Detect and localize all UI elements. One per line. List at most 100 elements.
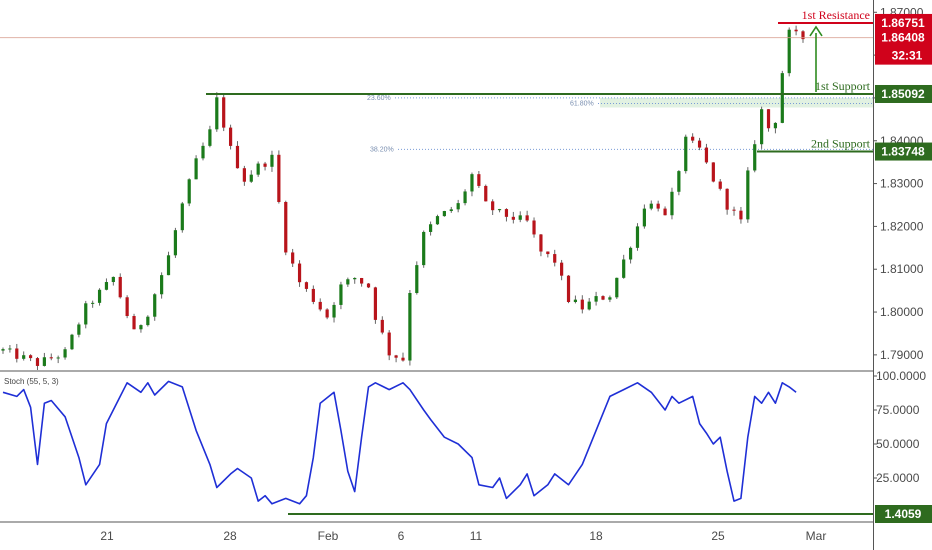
candle-body bbox=[332, 304, 336, 318]
level-3-tag-text: 1.83748 bbox=[881, 145, 925, 159]
candle-body bbox=[408, 292, 412, 361]
candle-body bbox=[42, 357, 46, 366]
date-tick-label: 18 bbox=[589, 529, 603, 543]
candle-body bbox=[753, 144, 757, 171]
candle-body bbox=[628, 247, 633, 260]
stochastic-indicator: Stoch (55, 5, 3) bbox=[2, 377, 873, 515]
candle-body bbox=[428, 224, 433, 232]
date-tick-label: 21 bbox=[100, 529, 114, 543]
candle-body bbox=[277, 154, 281, 202]
candle-body bbox=[222, 97, 226, 128]
candle-body bbox=[456, 203, 460, 210]
candle-body bbox=[104, 282, 109, 290]
level-3-label: 2nd Support bbox=[811, 137, 871, 151]
candle-body bbox=[415, 265, 419, 293]
candle-body bbox=[787, 29, 791, 74]
stoch-line bbox=[2, 380, 797, 505]
stoch-tick-label: 75.0000 bbox=[876, 403, 920, 417]
candle-body bbox=[1, 349, 5, 351]
candle-body bbox=[353, 277, 357, 280]
candle-body bbox=[504, 209, 509, 217]
candle-body bbox=[146, 316, 150, 326]
candlestick-series bbox=[1, 25, 805, 370]
candle-body bbox=[656, 203, 660, 209]
candle-body bbox=[311, 288, 315, 302]
candle-body bbox=[394, 355, 398, 358]
candle-body bbox=[153, 294, 157, 317]
candle-body bbox=[70, 334, 74, 350]
candle-body bbox=[401, 357, 405, 361]
candle-body bbox=[766, 109, 771, 129]
date-tick-label: 28 bbox=[223, 529, 237, 543]
candle-body bbox=[297, 263, 302, 283]
candle-body bbox=[780, 73, 784, 123]
candle-body bbox=[291, 252, 295, 264]
candle-body bbox=[642, 208, 646, 227]
fib-zone-band bbox=[600, 97, 873, 108]
stoch-tick-label: 100.0000 bbox=[876, 369, 926, 383]
candle-body bbox=[256, 163, 260, 175]
candle-body bbox=[56, 357, 60, 359]
candle-body bbox=[566, 275, 571, 303]
candle-body bbox=[166, 255, 171, 276]
level-1-tag bbox=[875, 13, 932, 32]
candle-body bbox=[35, 358, 40, 366]
candle-body bbox=[215, 97, 219, 130]
level-2-label: 1st Support bbox=[815, 79, 871, 93]
price-tick-label: 1.80000 bbox=[880, 305, 924, 319]
candle-body bbox=[732, 209, 736, 211]
fib-38-2-label: 38.20% bbox=[370, 146, 394, 153]
candle-body bbox=[760, 109, 764, 145]
date-tick-label: 25 bbox=[711, 529, 725, 543]
candle-body bbox=[77, 324, 81, 335]
date-tick-label: Mar bbox=[806, 529, 827, 543]
level-2-tag bbox=[875, 84, 932, 103]
horizontal-levels[interactable]: 1st Resistance 1st Support 2nd Support bbox=[0, 8, 873, 153]
candle-body bbox=[711, 162, 715, 182]
candle-body bbox=[318, 301, 322, 310]
date-tick-label: Feb bbox=[318, 529, 339, 543]
candle-body bbox=[63, 349, 67, 358]
candle-body bbox=[553, 254, 557, 263]
price-tags: 1.86751 1.85092 1.83748 1.86408 32:31 1.4059 bbox=[875, 13, 932, 523]
candle-body bbox=[15, 348, 19, 359]
candle-body bbox=[346, 279, 350, 285]
candle-body bbox=[249, 174, 253, 182]
candle-body bbox=[111, 276, 115, 283]
candle-body bbox=[635, 226, 640, 248]
candle-body bbox=[794, 29, 798, 32]
candle-body bbox=[380, 319, 384, 333]
candle-body bbox=[477, 174, 481, 186]
price-tick-label: 1.79000 bbox=[880, 348, 924, 362]
candle-body bbox=[208, 129, 212, 146]
candle-body bbox=[560, 262, 564, 276]
price-tick-label: 1.82000 bbox=[880, 219, 924, 233]
candle-body bbox=[684, 136, 688, 172]
candle-body bbox=[366, 283, 371, 288]
candle-body bbox=[663, 208, 667, 216]
candle-body bbox=[697, 140, 702, 148]
candle-body bbox=[525, 215, 529, 221]
level-1-label: 1st Resistance bbox=[802, 8, 870, 22]
candle-body bbox=[518, 215, 522, 220]
candle-body bbox=[263, 163, 267, 167]
level-2-tag-text: 1.85092 bbox=[881, 87, 925, 101]
stoch-support-tag bbox=[875, 505, 932, 523]
candle-body bbox=[704, 147, 709, 163]
candle-body bbox=[8, 348, 12, 350]
candle-body bbox=[587, 301, 591, 310]
candle-body bbox=[801, 31, 805, 40]
candle-body bbox=[180, 203, 184, 231]
stoch-tick-label: 25.0000 bbox=[876, 471, 920, 485]
date-tick-label: 6 bbox=[398, 529, 405, 543]
candle-body bbox=[725, 188, 729, 210]
candle-body bbox=[360, 277, 364, 284]
candle-body bbox=[284, 201, 288, 253]
candle-body bbox=[773, 122, 778, 129]
fib-61-8-label: 61.80% bbox=[570, 100, 594, 107]
candle-body bbox=[580, 299, 584, 310]
candle-body bbox=[242, 168, 246, 182]
candle-body bbox=[235, 145, 240, 169]
